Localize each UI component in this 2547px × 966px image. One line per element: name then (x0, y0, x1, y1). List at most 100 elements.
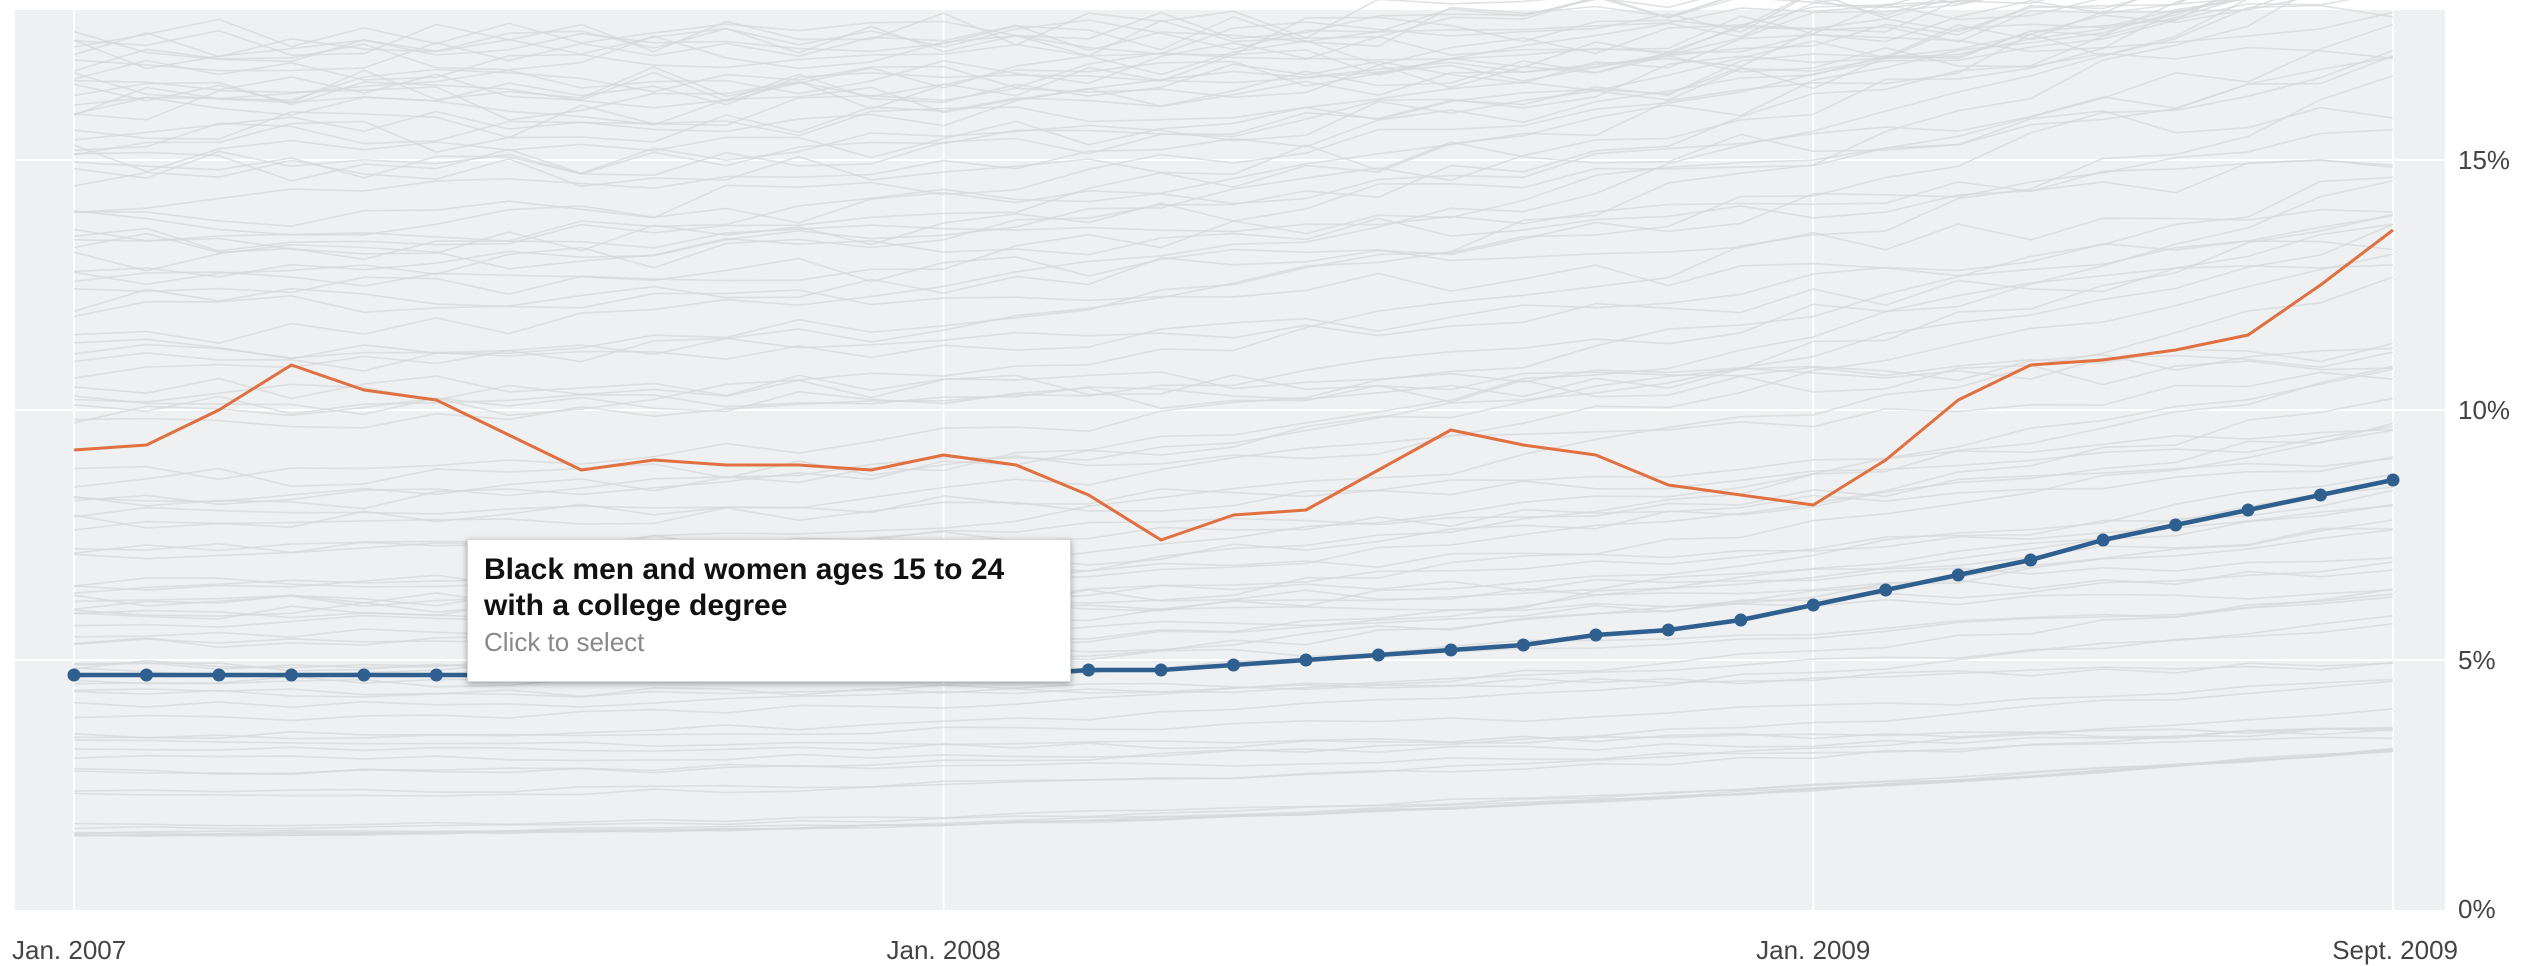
selected-series-point[interactable] (67, 668, 81, 682)
background-series-line[interactable] (73, 75, 2394, 424)
background-series-line[interactable] (73, 159, 2394, 261)
selected-series-point[interactable] (429, 668, 443, 682)
background-series-line[interactable] (73, 0, 2393, 151)
background-series-line[interactable] (73, 751, 2394, 827)
background-series-line[interactable] (73, 0, 2393, 70)
selected-series-point[interactable] (212, 668, 226, 682)
background-series-line[interactable] (73, 253, 2394, 531)
selected-series-point[interactable] (2386, 473, 2400, 487)
background-series-line[interactable] (73, 214, 2394, 372)
selected-series-point[interactable] (1589, 628, 1603, 642)
background-series-line[interactable] (73, 0, 2393, 48)
background-series-line[interactable] (73, 0, 2393, 179)
background-series-line[interactable] (73, 727, 2394, 752)
selected-series-point[interactable] (1661, 623, 1675, 637)
selected-series-point[interactable] (357, 668, 371, 682)
background-series-line[interactable] (73, 46, 2394, 102)
background-series-line[interactable] (73, 0, 2393, 156)
background-series-line[interactable] (73, 49, 2394, 360)
background-series-line[interactable] (73, 747, 2394, 837)
selected-series-point[interactable] (1734, 613, 1748, 627)
background-lines[interactable] (73, 0, 2394, 838)
background-series-line[interactable] (73, 342, 2394, 403)
series-tooltip[interactable]: Black men and women ages 15 to 24 with a… (467, 539, 1071, 682)
background-series-line[interactable] (73, 4, 2394, 173)
background-series-line[interactable] (73, 569, 2394, 608)
background-series-line[interactable] (73, 0, 2393, 126)
selected-series-point[interactable] (2096, 533, 2110, 547)
background-series-line[interactable] (73, 0, 2393, 117)
background-series-line[interactable] (73, 473, 2394, 649)
selected-series-point[interactable] (1082, 663, 1096, 677)
background-series-line[interactable] (73, 365, 2394, 610)
background-series-line[interactable] (73, 0, 2393, 344)
selected-series-point[interactable] (1371, 648, 1385, 662)
selected-series-point[interactable] (2241, 503, 2255, 517)
background-series-line[interactable] (73, 208, 2394, 287)
selected-series-point[interactable] (1154, 663, 1168, 677)
selected-series-point[interactable] (139, 668, 153, 682)
background-series-line[interactable] (73, 23, 2394, 296)
background-series-line[interactable] (73, 213, 2394, 510)
background-series-line[interactable] (73, 503, 2394, 671)
selected-series-point[interactable] (2169, 518, 2183, 532)
background-series-line[interactable] (73, 662, 2394, 698)
background-series-line[interactable] (73, 223, 2394, 429)
background-series-line[interactable] (73, 0, 2393, 252)
background-series-line[interactable] (73, 596, 2394, 672)
background-series-line[interactable] (73, 428, 2394, 518)
background-series-line[interactable] (73, 0, 2393, 379)
background-series-line[interactable] (73, 0, 2393, 63)
background-series-line[interactable] (73, 0, 2393, 121)
background-series-line[interactable] (73, 106, 2394, 188)
highlighted-series-line[interactable] (73, 228, 2394, 542)
background-series-line[interactable] (73, 0, 2393, 179)
background-series-line[interactable] (73, 529, 2394, 678)
background-series-line[interactable] (73, 615, 2394, 740)
background-series-line[interactable] (73, 0, 2393, 72)
background-series-line[interactable] (73, 347, 2394, 415)
background-series-line[interactable] (73, 505, 2394, 588)
background-series-line[interactable] (73, 0, 2393, 56)
selected-series-point[interactable] (2314, 488, 2328, 502)
background-series-line[interactable] (73, 561, 2394, 646)
background-series-line[interactable] (73, 726, 2394, 794)
background-series-line[interactable] (73, 0, 2393, 278)
selected-series-point[interactable] (1227, 658, 1240, 672)
background-series-line[interactable] (73, 747, 2394, 837)
background-series-line[interactable] (73, 429, 2394, 639)
background-series-line[interactable] (73, 557, 2394, 607)
background-series-line[interactable] (73, 176, 2394, 481)
background-series-line[interactable] (73, 680, 2394, 776)
background-series-line[interactable] (73, 457, 2394, 554)
background-series-line[interactable] (73, 0, 2393, 242)
background-series-line[interactable] (73, 727, 2394, 748)
background-series-line[interactable] (73, 0, 2393, 106)
background-series-line[interactable] (73, 623, 2394, 709)
background-series-line[interactable] (73, 486, 2394, 617)
background-series-line[interactable] (73, 589, 2394, 620)
selected-series-point[interactable] (2024, 553, 2038, 567)
background-series-line[interactable] (73, 456, 2394, 554)
background-series-line[interactable] (73, 593, 2394, 722)
background-series-line[interactable] (73, 422, 2394, 591)
background-series-line[interactable] (73, 240, 2394, 313)
background-series-line[interactable] (73, 750, 2394, 830)
background-series-line[interactable] (73, 0, 2393, 58)
selected-series-point[interactable] (1951, 568, 1965, 582)
background-series-line[interactable] (73, 519, 2394, 685)
background-series-line[interactable] (73, 0, 2393, 141)
background-series-line[interactable] (73, 368, 2394, 594)
selected-series-point[interactable] (1516, 638, 1530, 652)
selected-series-point[interactable] (1806, 598, 1820, 612)
background-series-line[interactable] (73, 0, 2393, 286)
background-series-line[interactable] (73, 0, 2393, 228)
selected-series-point[interactable] (1879, 583, 1893, 597)
selected-series-point[interactable] (1299, 653, 1313, 667)
background-series-line[interactable] (73, 371, 2394, 488)
background-series-line[interactable] (73, 0, 2393, 214)
background-series-line[interactable] (73, 54, 2394, 236)
selected-series-point[interactable] (284, 668, 298, 682)
background-series-line[interactable] (73, 360, 2394, 416)
background-series-line[interactable] (73, 0, 2393, 81)
